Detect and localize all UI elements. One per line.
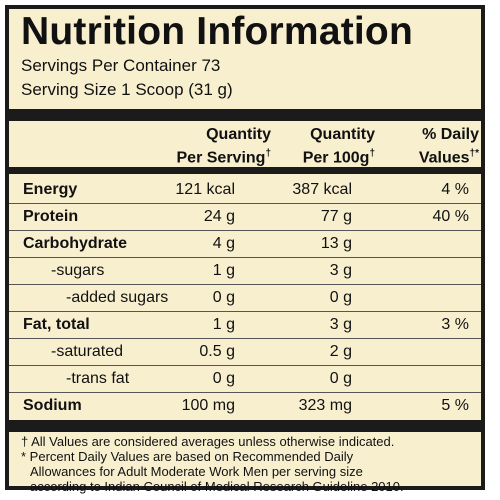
row-divider (9, 338, 481, 339)
servings-per-container: Servings Per Container 73 (21, 56, 221, 75)
nutrient-label: -added sugars (66, 289, 169, 306)
per-100g-value: 323 mg (298, 397, 352, 414)
per-serving-value: 1 g (212, 262, 235, 279)
row-divider (9, 365, 481, 366)
nutrient-label: -sugars (51, 262, 105, 279)
nutrient-label: Protein (23, 208, 79, 225)
footnote-daily-values-3: according to Indian Council of Medical R… (30, 479, 404, 494)
footnote-daily-values-2: Allowances for Adult Moderate Work Men p… (30, 464, 363, 479)
header-rule-bottom (9, 167, 481, 174)
per-100g-value: 3 g (329, 316, 352, 333)
per-serving-value: 4 g (212, 235, 235, 252)
daily-value: 3 % (441, 316, 469, 333)
row-fat-total: Fat, total 1 g 3 g 3 % (9, 311, 481, 338)
per-serving-value: 121 kcal (175, 181, 235, 198)
footer-rule (9, 420, 481, 432)
row-energy: Energy 121 kcal 387 kcal 4 % (9, 176, 481, 203)
per-100g-value: 387 kcal (292, 181, 352, 198)
row-divider (9, 311, 481, 312)
per-100g-value: 2 g (329, 343, 352, 360)
nutrition-panel: Nutrition Information Servings Per Conta… (5, 5, 485, 494)
row-sodium: Sodium 100 mg 323 mg 5 % (9, 392, 481, 419)
header-per-100g: Quantity Per 100g† (302, 126, 375, 167)
header-rule-top (9, 109, 481, 121)
row-protein: Protein 24 g 77 g 40 % (9, 203, 481, 230)
nutrient-label: Sodium (23, 397, 82, 414)
per-100g-value: 13 g (320, 235, 352, 252)
footnote-daily-values-1: * Percent Daily Values are based on Reco… (21, 449, 354, 464)
row-added-sugars: -added sugars 0 g 0 g (9, 284, 481, 311)
per-100g-value: 3 g (329, 262, 352, 279)
nutrient-label: -saturated (51, 343, 124, 360)
row-divider (9, 203, 481, 204)
row-divider (9, 392, 481, 393)
daily-value: 4 % (441, 181, 469, 198)
nutrient-label: -trans fat (66, 370, 130, 387)
per-100g-value: 77 g (320, 208, 352, 225)
row-divider (9, 257, 481, 258)
header-daily-values: % Daily Values†* (418, 126, 479, 167)
daily-value: 40 % (432, 208, 469, 225)
per-serving-value: 0 g (212, 289, 235, 306)
serving-size: Serving Size 1 Scoop (31 g) (21, 80, 233, 99)
per-100g-value: 0 g (329, 370, 352, 387)
per-serving-value: 0 g (212, 370, 235, 387)
per-serving-value: 1 g (212, 316, 235, 333)
per-serving-value: 24 g (203, 208, 235, 225)
daily-value: 5 % (441, 397, 469, 414)
row-divider (9, 284, 481, 285)
nutrient-label: Energy (23, 181, 78, 198)
per-serving-value: 100 mg (181, 397, 235, 414)
header-per-serving: Quantity Per Serving† (176, 126, 272, 167)
per-100g-value: 0 g (329, 289, 352, 306)
per-serving-value: 0.5 g (199, 343, 235, 360)
row-divider (9, 230, 481, 231)
nutrient-label: Carbohydrate (23, 235, 128, 252)
panel-title: Nutrition Information (21, 10, 413, 53)
row-trans-fat: -trans fat 0 g 0 g (9, 365, 481, 392)
footnote-averages: † All Values are considered averages unl… (21, 434, 395, 449)
row-saturated: -saturated 0.5 g 2 g (9, 338, 481, 365)
row-carbohydrate: Carbohydrate 4 g 13 g (9, 230, 481, 257)
nutrient-label: Fat, total (23, 316, 90, 333)
row-sugars: -sugars 1 g 3 g (9, 257, 481, 284)
